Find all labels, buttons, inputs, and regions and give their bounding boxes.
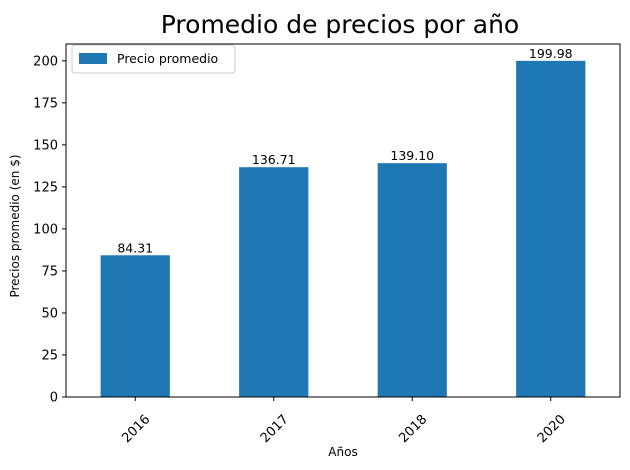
legend: Precio promedio — [71, 44, 236, 74]
y-tick-label-175: 175 — [33, 96, 58, 111]
data-label-2018: 139.10 — [390, 148, 434, 163]
legend-swatch — [79, 53, 107, 64]
plot-frame — [65, 43, 621, 398]
bar-2018 — [377, 163, 447, 397]
chart-title: Promedio de precios por año — [161, 10, 519, 39]
y-tick-label-0: 0 — [50, 391, 58, 406]
y-axis-label: Precios promedio (en $) — [8, 154, 22, 297]
y-tick-label-75: 75 — [41, 264, 58, 279]
bar-2020 — [516, 60, 586, 398]
y-tick-label-25: 25 — [41, 348, 58, 363]
bar-2016 — [100, 255, 170, 397]
bar-2017 — [239, 167, 309, 397]
bars-group — [100, 60, 586, 398]
y-axis-ticks: 0 25 50 75 100 125 150 175 200 — [33, 54, 66, 406]
y-tick-label-150: 150 — [33, 138, 58, 153]
data-label-2016: 84.31 — [117, 240, 153, 255]
x-axis-label: Años — [328, 445, 357, 459]
legend-label: Precio promedio — [117, 51, 218, 66]
data-label-2020: 199.98 — [529, 46, 573, 61]
data-labels-group: 84.31 136.71 139.10 199.98 — [117, 46, 572, 255]
y-tick-label-125: 125 — [33, 180, 58, 195]
y-tick-label-200: 200 — [33, 54, 58, 69]
y-tick-label-100: 100 — [33, 222, 58, 237]
legend-box — [71, 44, 236, 74]
data-label-2017: 136.71 — [252, 152, 296, 167]
y-tick-label-50: 50 — [41, 306, 58, 321]
